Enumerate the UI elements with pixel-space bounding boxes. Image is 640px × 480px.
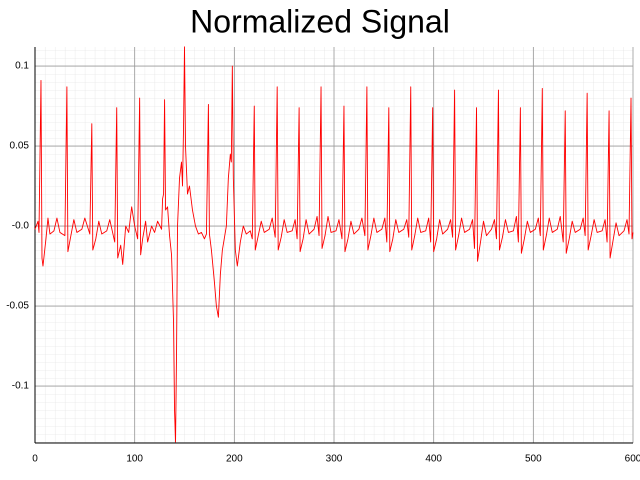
x-tick-label: 200	[226, 454, 243, 465]
y-tick-label: -0.05	[6, 301, 29, 312]
y-tick-label: -0.0	[12, 221, 30, 232]
x-tick-label: 400	[425, 454, 442, 465]
y-tick-label: -0.1	[12, 381, 30, 392]
y-tick-label: 0.1	[15, 61, 29, 72]
x-tick-label: 300	[326, 454, 343, 465]
x-tick-label: 0	[32, 454, 38, 465]
x-tick-label: 500	[525, 454, 542, 465]
chart-title: Normalized Signal	[190, 3, 450, 39]
x-tick-label: 100	[126, 454, 143, 465]
signal-line	[34, 46, 634, 443]
x-tick-label: 600	[625, 454, 640, 465]
y-tick-label: 0.05	[10, 141, 30, 152]
